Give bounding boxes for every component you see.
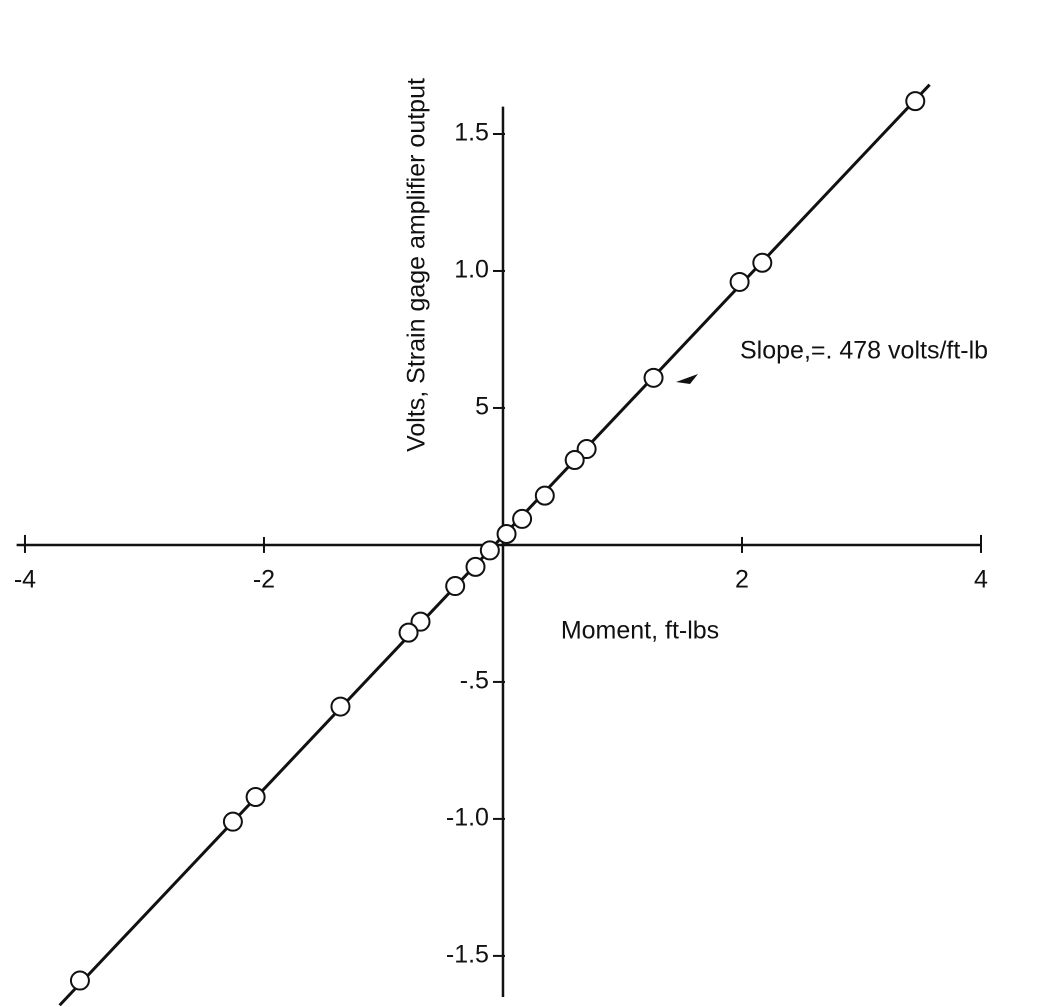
x-tick-label: 2 [735,566,749,594]
x-tick-label: -2 [253,566,275,594]
data-point [69,970,90,991]
y-tick-label: -.5 [460,667,489,695]
y-tick-label: 5 [475,393,489,421]
x-tick-label: -4 [14,566,36,594]
data-point [905,91,926,112]
data-point [445,576,466,597]
data-point [479,540,500,561]
data-point [752,252,773,273]
data-point [534,485,555,506]
data-point [564,450,585,471]
data-point [496,523,517,544]
y-tick-label: 1.0 [454,256,489,284]
data-point [245,787,266,808]
y-axis-title: Volts, Strain gage amplifier output [403,78,431,452]
data-point [222,811,243,832]
data-point [398,622,419,643]
data-point [465,556,486,577]
annotation: Slope,=. 478 volts/ft-lb [740,337,988,365]
data-point [729,271,750,292]
data-point [330,696,351,717]
annotation-arrow [676,374,698,384]
y-tick-label: 1.5 [454,119,489,147]
data-point [643,367,664,388]
data-point [512,508,533,529]
y-tick-label: -1.0 [446,804,489,832]
y-tick-label: -1.5 [446,941,489,969]
x-tick-label: 4 [974,566,988,594]
x-axis-title: Moment, ft-lbs [561,617,719,645]
